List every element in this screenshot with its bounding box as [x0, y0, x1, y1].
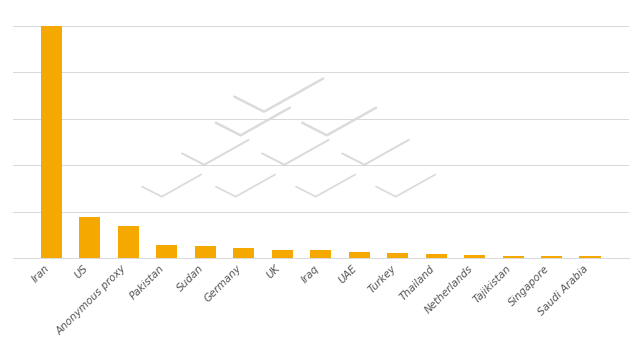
Bar: [41, 26, 62, 258]
Bar: [349, 252, 370, 258]
Bar: [233, 248, 254, 258]
Bar: [541, 256, 562, 258]
Bar: [117, 226, 139, 258]
Bar: [464, 256, 485, 258]
Bar: [502, 256, 524, 258]
Bar: [272, 250, 293, 258]
Bar: [79, 216, 100, 258]
Bar: [387, 253, 408, 258]
Bar: [580, 256, 601, 258]
Bar: [310, 250, 331, 258]
Bar: [425, 254, 446, 258]
Bar: [156, 244, 177, 258]
Bar: [195, 246, 216, 258]
